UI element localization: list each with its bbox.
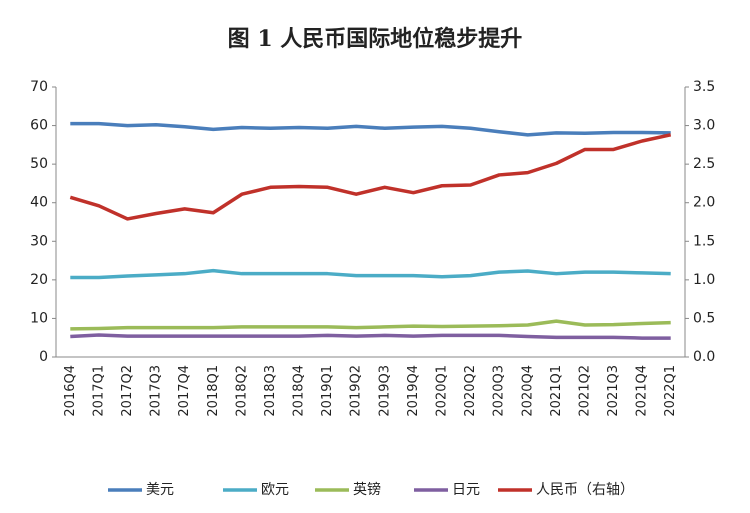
- x-tick-label: 2019Q2: [349, 365, 364, 417]
- x-tick-label: 2017Q1: [91, 365, 106, 417]
- x-tick-label: 2022Q1: [663, 365, 678, 417]
- x-tick-label: 2021Q3: [606, 365, 621, 417]
- y2-tick-label: 3.5: [693, 79, 715, 95]
- series-line: [69, 133, 672, 221]
- legend-label: 欧元: [261, 482, 289, 498]
- y-tick-label: 60: [30, 118, 48, 134]
- x-tick-label: 2021Q1: [549, 365, 564, 417]
- y2-tick-label: 1.5: [693, 233, 715, 249]
- y2-tick-label: 2.0: [693, 195, 715, 211]
- series-line: [70, 121, 671, 137]
- x-tick-label: 2020Q1: [434, 365, 449, 417]
- x-tick-label: 2019Q3: [377, 365, 392, 417]
- series-line: [70, 268, 671, 280]
- legend-label: 美元: [146, 482, 174, 498]
- x-tick-label: 2018Q3: [263, 365, 278, 417]
- y-tick-label: 50: [30, 156, 48, 172]
- legend-label: 英镑: [353, 481, 381, 498]
- x-tick-label: 2019Q4: [406, 365, 421, 417]
- x-tick-label: 2020Q2: [463, 365, 478, 417]
- x-tick-label: 2017Q3: [149, 365, 164, 417]
- x-tick-label: 2017Q4: [177, 365, 192, 417]
- x-tick-label: 2020Q3: [492, 365, 507, 417]
- legend-label: 人民币（右轴）: [536, 482, 634, 498]
- x-tick-label: 2019Q1: [320, 365, 335, 417]
- series-line: [70, 319, 671, 331]
- y2-tick-label: 2.5: [693, 156, 715, 172]
- y-tick-label: 20: [30, 272, 48, 288]
- y2-tick-label: 0.0: [693, 349, 715, 365]
- chart-title: 图 1 人民币国际地位稳步提升: [228, 26, 523, 52]
- y2-tick-label: 3.0: [693, 118, 715, 134]
- legend-label: 日元: [452, 482, 480, 498]
- y-tick-label: 30: [30, 233, 48, 249]
- y-tick-label: 0: [39, 349, 48, 365]
- x-tick-label: 2018Q4: [292, 365, 307, 417]
- y-tick-label: 70: [30, 79, 48, 95]
- x-tick-label: 2018Q2: [234, 365, 249, 417]
- y-tick-label: 40: [30, 195, 48, 211]
- x-tick-label: 2017Q2: [120, 365, 135, 417]
- x-tick-label: 2018Q1: [206, 365, 221, 417]
- y2-tick-label: 1.0: [693, 272, 715, 288]
- x-tick-label: 2021Q4: [635, 365, 650, 417]
- series-line: [70, 333, 671, 340]
- x-tick-label: 2016Q4: [63, 365, 78, 417]
- x-tick-label: 2021Q2: [577, 365, 592, 417]
- y-tick-label: 10: [30, 310, 48, 326]
- y2-tick-label: 0.5: [693, 310, 715, 326]
- x-tick-label: 2020Q4: [520, 365, 535, 417]
